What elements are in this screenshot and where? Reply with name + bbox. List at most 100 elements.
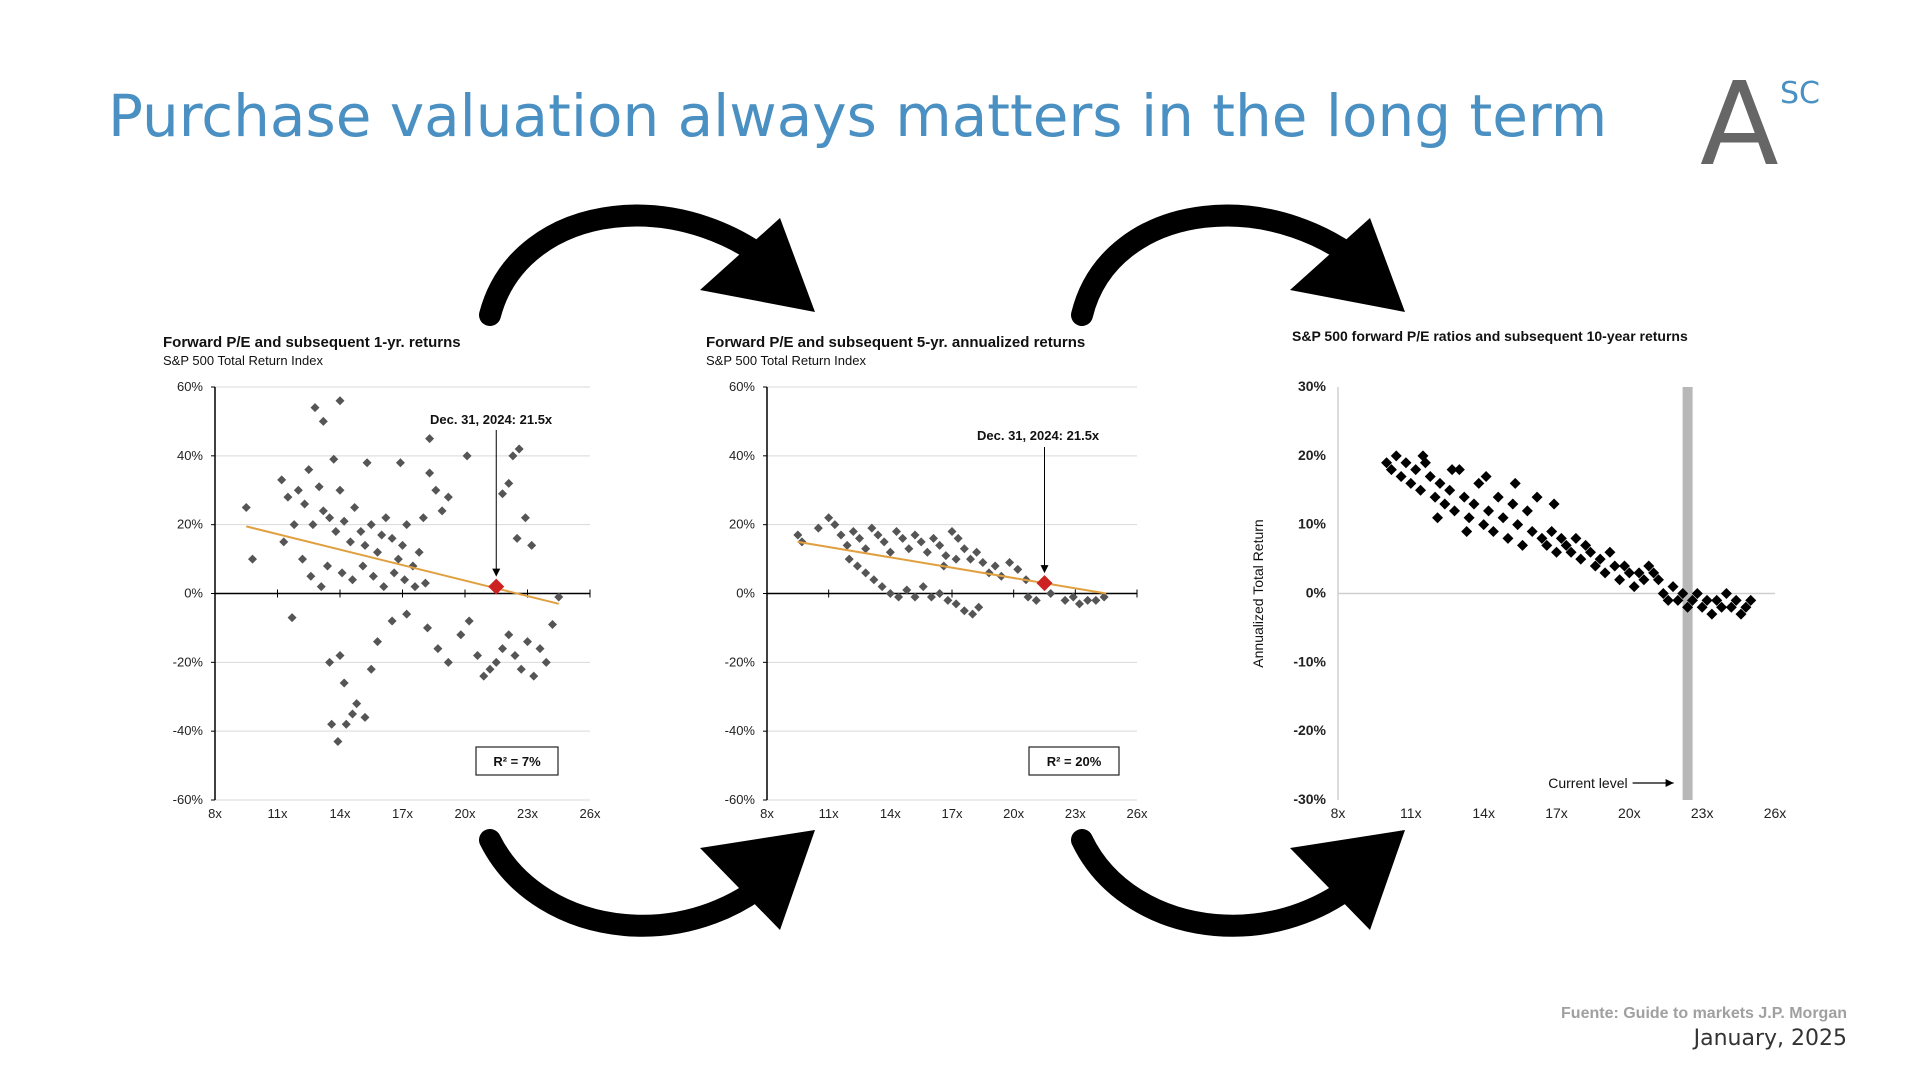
scatter-point	[1480, 470, 1492, 482]
scatter-point	[345, 537, 355, 547]
scatter-point	[1551, 546, 1562, 558]
scatter-point	[953, 533, 963, 543]
scatter-point	[418, 513, 428, 523]
scatter-point	[310, 403, 320, 413]
x-tick-label: 8x	[1331, 805, 1346, 821]
annotation-label: Dec. 31, 2024: 21.5x	[430, 412, 553, 427]
scatter-point	[1531, 491, 1543, 503]
scatter-point	[1013, 564, 1023, 574]
scatter-point	[1682, 601, 1694, 613]
scatter-point	[1725, 601, 1737, 613]
scatter-point	[520, 513, 530, 523]
scatter-point	[892, 527, 901, 537]
y-tick-label: -60%	[725, 792, 756, 807]
scatter-point	[1594, 553, 1606, 565]
scatter-point	[1468, 498, 1480, 510]
scatter-point	[314, 482, 324, 492]
scatter-point	[368, 571, 378, 581]
scatter-point	[1046, 589, 1056, 598]
scatter-point	[308, 520, 318, 530]
scatter-point	[387, 533, 397, 543]
scatter-point	[1517, 539, 1529, 551]
scatter-point	[514, 444, 524, 454]
scatter-point	[1623, 567, 1635, 579]
scatter-point	[1091, 595, 1101, 605]
scatter-point	[362, 458, 372, 468]
scatter-point	[978, 558, 988, 568]
scatter-point	[298, 554, 307, 564]
scatter-point	[929, 533, 938, 543]
scatter-point	[972, 547, 982, 557]
scatter-point	[1546, 526, 1558, 538]
scatter-point	[1390, 450, 1402, 462]
scatter-point	[959, 606, 969, 616]
scatter-point	[966, 554, 975, 564]
scatter-point	[1031, 595, 1041, 605]
scatter-point	[1745, 594, 1757, 606]
scatter-point	[867, 523, 877, 533]
scatter-point	[1536, 532, 1548, 544]
scatter-point	[918, 582, 928, 592]
scatter-point	[443, 492, 453, 502]
y-tick-label: 60%	[729, 379, 755, 394]
scatter-point	[1458, 491, 1470, 503]
scatter-point	[425, 468, 435, 478]
scatter-point	[1023, 592, 1033, 602]
scatter-point	[885, 547, 895, 557]
scatter-point	[379, 582, 389, 592]
scatter-point	[437, 506, 447, 516]
scatter-point	[1740, 601, 1752, 613]
scatter-point	[410, 582, 420, 592]
scatter-point	[400, 575, 410, 585]
scatter-point	[1521, 505, 1533, 517]
scatter-point	[339, 516, 349, 526]
scatter-point	[1099, 592, 1109, 602]
scatter-point	[456, 630, 466, 640]
scatter-point	[339, 678, 349, 688]
scatter-point	[793, 530, 803, 540]
scatter-point	[1492, 491, 1504, 503]
y-tick-label: -60%	[173, 792, 204, 807]
y-tick-label: -40%	[173, 723, 204, 738]
scatter-point	[504, 478, 514, 488]
scatter-point	[1548, 498, 1560, 510]
scatter-point	[852, 561, 862, 571]
scatter-point	[1509, 477, 1521, 489]
scatter-point	[947, 527, 957, 537]
scatter-point	[990, 561, 1000, 571]
x-tick-label: 26x	[1764, 805, 1787, 821]
scatter-point	[1638, 574, 1650, 586]
scatter-point	[358, 561, 368, 571]
scatter-point	[910, 530, 920, 540]
scatter-point	[548, 619, 557, 629]
scatter-point	[898, 533, 908, 543]
scatter-point	[335, 485, 345, 495]
scatter-point	[431, 485, 441, 495]
scatter-point	[1483, 505, 1495, 517]
scatter-point	[1526, 526, 1538, 538]
scatter-point	[541, 657, 551, 667]
scatter-point	[352, 699, 362, 709]
scatter-point	[848, 527, 858, 537]
scatter-point	[395, 458, 405, 468]
arrow-top-1	[479, 204, 801, 326]
scatter-point	[473, 650, 482, 660]
scatter-point	[335, 650, 345, 660]
scatter-point	[393, 554, 403, 564]
y-tick-label: -30%	[1293, 791, 1326, 807]
scatter-point	[894, 592, 904, 602]
scatter-point	[1446, 464, 1458, 476]
scatter-point	[1068, 592, 1078, 602]
scatter-point	[433, 644, 443, 654]
scatter-point	[241, 502, 251, 512]
scatter-point	[373, 547, 382, 557]
scatter-point	[1599, 567, 1611, 579]
scatter-point	[1735, 608, 1747, 620]
scatter-point	[1381, 457, 1393, 469]
scatter-point	[1060, 595, 1070, 605]
scatter-point	[304, 465, 314, 475]
scatter-point	[279, 537, 289, 547]
scatter-point	[1432, 512, 1444, 524]
